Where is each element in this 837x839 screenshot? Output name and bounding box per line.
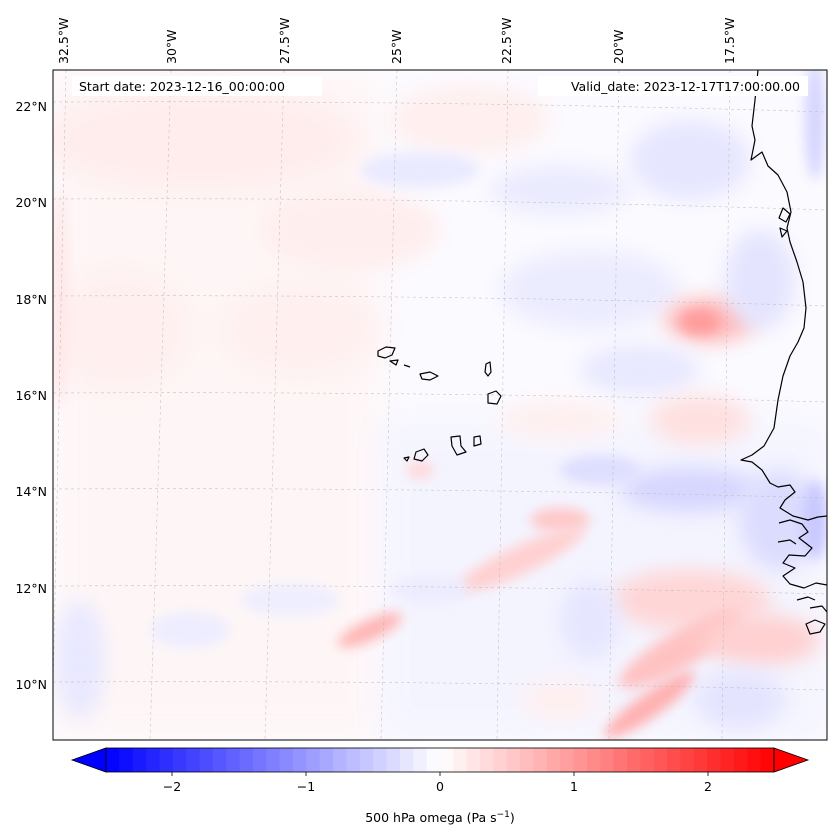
- lat-label: 18°N: [15, 292, 47, 307]
- colorbar-band: [399, 748, 414, 772]
- colorbar-band: [466, 748, 481, 772]
- lat-label: 16°N: [15, 388, 47, 403]
- colorbar-band: [506, 748, 521, 772]
- colorbar-bands: [106, 748, 775, 772]
- colorbar-band: [546, 748, 561, 772]
- colorbar-band: [279, 748, 294, 772]
- start-date-box: [72, 76, 322, 96]
- colorbar-label: 500 hPa omega (Pa s−1): [365, 810, 515, 825]
- colorbar-band: [680, 748, 695, 772]
- lon-label: 22.5°W: [499, 18, 514, 64]
- colorbar-band: [146, 748, 160, 772]
- colorbar-band: [426, 748, 441, 772]
- lon-label: 17.5°W: [722, 18, 737, 64]
- colorbar-band: [493, 748, 508, 772]
- valid-date-box: [538, 76, 808, 96]
- colorbar-ticks: [171, 772, 709, 776]
- colorbar-band: [212, 748, 227, 772]
- colorbar-band: [693, 748, 708, 772]
- colorbar-band: [172, 748, 187, 772]
- colorbar-band: [252, 748, 267, 772]
- lon-label: 27.5°W: [277, 18, 292, 64]
- colorbar-tick-label: 0: [436, 779, 444, 794]
- colorbar-extend-high: [773, 747, 810, 773]
- latitude-labels: 22°N 20°N 18°N 16°N 14°N 12°N 10°N: [15, 99, 47, 692]
- colorbar-band: [266, 748, 281, 772]
- colorbar-band: [573, 748, 588, 772]
- colorbar-band: [239, 748, 254, 772]
- colorbar-band: [119, 748, 134, 772]
- colorbar-tick-label: 2: [704, 779, 712, 794]
- colorbar-band: [346, 748, 361, 772]
- colorbar-extend-low: [70, 747, 107, 773]
- lat-label: 12°N: [15, 581, 47, 596]
- lat-label: 20°N: [15, 195, 47, 210]
- lat-label: 10°N: [15, 677, 47, 692]
- colorbar-band: [132, 748, 147, 772]
- colorbar-tick-label: −1: [297, 779, 315, 794]
- colorbar-band: [667, 748, 681, 772]
- map-panel: Start date: 2023-12-16_00:00:00 Valid_da…: [52, 69, 828, 741]
- colorbar-band: [106, 748, 120, 772]
- colorbar-band: [413, 748, 428, 772]
- colorbar-band: [359, 748, 374, 772]
- lon-label: 32.5°W: [56, 18, 71, 64]
- valid-date-label: Valid_date: 2023-12-17T17:00:00.00: [571, 79, 800, 94]
- colorbar-band: [600, 748, 615, 772]
- longitude-labels: 32.5°W 30°W 27.5°W 25°W 22.5°W 20°W 17.5…: [56, 18, 737, 64]
- colorbar-tick-label: −2: [163, 779, 181, 794]
- colorbar-band: [653, 748, 668, 772]
- lon-label: 25°W: [389, 29, 404, 64]
- colorbar-band: [733, 748, 748, 772]
- colorbar: −2 −1 0 1 2 500 hPa omega (Pa s−1): [70, 747, 810, 825]
- colorbar-band: [640, 748, 655, 772]
- colorbar-band: [319, 748, 334, 772]
- colorbar-band: [373, 748, 388, 772]
- start-date-label: Start date: 2023-12-16_00:00:00: [79, 79, 285, 94]
- omega-field: [53, 70, 827, 740]
- colorbar-band: [386, 748, 401, 772]
- colorbar-band: [747, 748, 762, 772]
- colorbar-band: [707, 748, 722, 772]
- lon-label: 30°W: [164, 29, 179, 64]
- lat-label: 22°N: [15, 99, 47, 114]
- colorbar-band: [333, 748, 347, 772]
- colorbar-band: [186, 748, 201, 772]
- colorbar-band: [720, 748, 735, 772]
- colorbar-band: [480, 748, 494, 772]
- colorbar-band: [199, 748, 214, 772]
- colorbar-band: [560, 748, 575, 772]
- colorbar-band: [586, 748, 601, 772]
- colorbar-band: [226, 748, 241, 772]
- cape-verde-islands: [377, 346, 502, 462]
- coastline: [377, 70, 827, 635]
- colorbar-band: [159, 748, 174, 772]
- colorbar-band: [520, 748, 535, 772]
- colorbar-band: [760, 748, 775, 772]
- lon-label: 20°W: [611, 29, 626, 64]
- colorbar-tick-label: 1: [570, 779, 578, 794]
- graticule: [53, 70, 827, 740]
- colorbar-band: [293, 748, 307, 772]
- colorbar-band: [627, 748, 641, 772]
- african-coast: [740, 70, 827, 521]
- colorbar-band: [613, 748, 628, 772]
- map-frame: [52, 69, 828, 741]
- colorbar-band: [306, 748, 321, 772]
- lat-label: 14°N: [15, 484, 47, 499]
- colorbar-band: [453, 748, 468, 772]
- colorbar-band: [533, 748, 548, 772]
- colorbar-band: [440, 748, 454, 772]
